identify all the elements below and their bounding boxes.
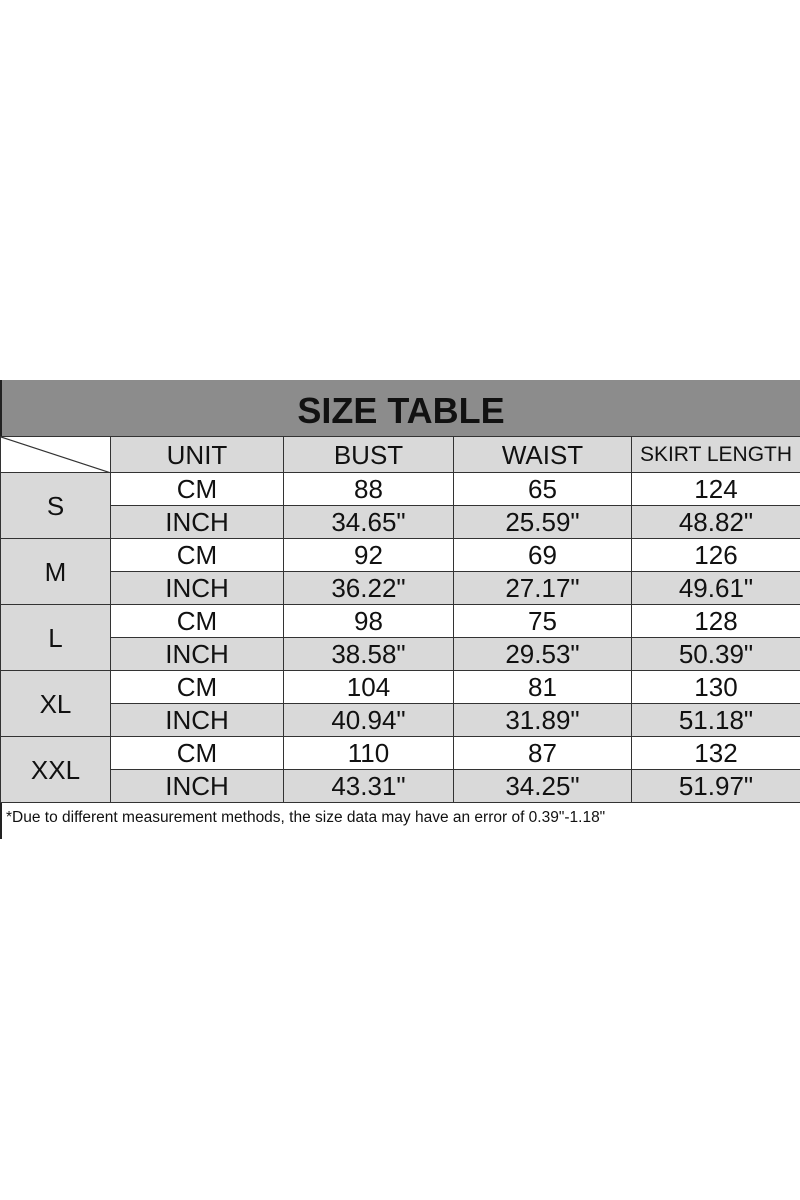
table-row: INCH 36.22" 27.17" 49.61" xyxy=(1,571,800,605)
header-unit: UNIT xyxy=(110,436,284,473)
bust-cell: 110 xyxy=(283,736,454,770)
skirt-length-cell: 132 xyxy=(631,736,800,770)
table-row: INCH 43.31" 34.25" 51.97" xyxy=(1,769,800,803)
skirt-length-cell: 130 xyxy=(631,670,800,704)
table-row: XXL CM 110 87 132 xyxy=(0,736,800,803)
bust-cell: 88 xyxy=(283,472,454,506)
unit-cell: CM xyxy=(110,472,284,506)
bust-cell: 38.58" xyxy=(283,637,454,671)
size-chart: SIZE TABLE UNIT BUST WAIST SKIRT LENGTH … xyxy=(0,380,800,839)
size-label: S xyxy=(0,472,111,539)
bust-cell: 40.94" xyxy=(283,703,454,737)
table-row: S CM 88 65 124 xyxy=(0,472,800,539)
table-row: M CM 92 69 126 xyxy=(0,538,800,605)
unit-cell: INCH xyxy=(110,637,284,671)
unit-cell: CM xyxy=(110,604,284,638)
table-row: XL CM 104 81 130 xyxy=(0,670,800,737)
size-label: XXL xyxy=(0,736,111,803)
waist-cell: 34.25" xyxy=(453,769,632,803)
waist-cell: 25.59" xyxy=(453,505,632,539)
waist-cell: 81 xyxy=(453,670,632,704)
table-row: INCH 34.65" 25.59" 48.82" xyxy=(1,505,800,539)
bust-cell: 34.65" xyxy=(283,505,454,539)
bust-cell: 104 xyxy=(283,670,454,704)
measurement-note: *Due to different measurement methods, t… xyxy=(0,803,800,839)
waist-cell: 31.89" xyxy=(453,703,632,737)
unit-cell: CM xyxy=(110,736,284,770)
unit-cell: INCH xyxy=(110,571,284,605)
table-row: INCH 40.94" 31.89" 51.18" xyxy=(1,703,800,737)
unit-cell: CM xyxy=(110,670,284,704)
unit-cell: INCH xyxy=(110,769,284,803)
bust-cell: 98 xyxy=(283,604,454,638)
table-row: INCH 38.58" 29.53" 50.39" xyxy=(1,637,800,671)
table-row: L CM 98 75 128 xyxy=(0,604,800,671)
bust-cell: 43.31" xyxy=(283,769,454,803)
bust-cell: 92 xyxy=(283,538,454,572)
diagonal-line xyxy=(1,437,111,473)
header-skirt-length: SKIRT LENGTH xyxy=(631,436,800,473)
skirt-length-cell: 126 xyxy=(631,538,800,572)
header-bust: BUST xyxy=(283,436,454,473)
size-label: M xyxy=(0,538,111,605)
waist-cell: 87 xyxy=(453,736,632,770)
header-row: UNIT BUST WAIST SKIRT LENGTH xyxy=(0,436,800,473)
table-title: SIZE TABLE xyxy=(0,380,800,436)
bust-cell: 36.22" xyxy=(283,571,454,605)
skirt-length-cell: 128 xyxy=(631,604,800,638)
waist-cell: 65 xyxy=(453,472,632,506)
skirt-length-cell: 51.97" xyxy=(631,769,800,803)
skirt-length-cell: 49.61" xyxy=(631,571,800,605)
waist-cell: 69 xyxy=(453,538,632,572)
size-label: XL xyxy=(0,670,111,737)
skirt-length-cell: 124 xyxy=(631,472,800,506)
header-waist: WAIST xyxy=(453,436,632,473)
unit-cell: INCH xyxy=(110,703,284,737)
waist-cell: 27.17" xyxy=(453,571,632,605)
skirt-length-cell: 48.82" xyxy=(631,505,800,539)
skirt-length-cell: 50.39" xyxy=(631,637,800,671)
size-label: L xyxy=(0,604,111,671)
waist-cell: 29.53" xyxy=(453,637,632,671)
waist-cell: 75 xyxy=(453,604,632,638)
size-table: UNIT BUST WAIST SKIRT LENGTH S CM 88 65 124 I… xyxy=(0,436,800,803)
corner-cell xyxy=(0,436,111,473)
unit-cell: CM xyxy=(110,538,284,572)
unit-cell: INCH xyxy=(110,505,284,539)
skirt-length-cell: 51.18" xyxy=(631,703,800,737)
